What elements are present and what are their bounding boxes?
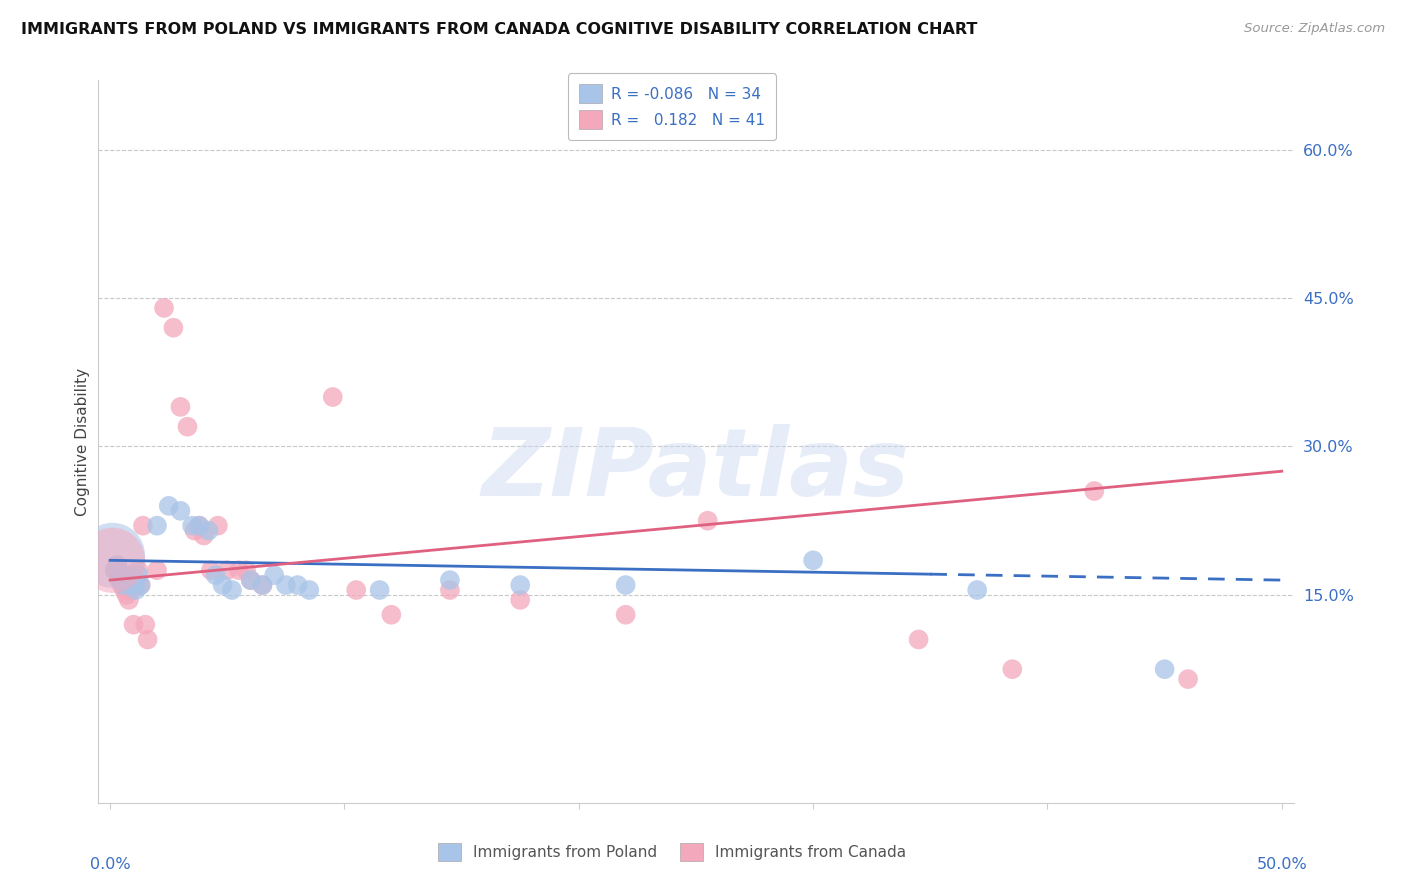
Point bbox=[181, 518, 204, 533]
Point bbox=[122, 617, 145, 632]
Point bbox=[127, 563, 149, 577]
Point bbox=[252, 578, 274, 592]
Point bbox=[380, 607, 402, 622]
Point bbox=[263, 568, 285, 582]
Point bbox=[197, 524, 219, 538]
Legend: Immigrants from Poland, Immigrants from Canada: Immigrants from Poland, Immigrants from … bbox=[432, 837, 912, 867]
Point bbox=[322, 390, 344, 404]
Point bbox=[207, 518, 229, 533]
Point bbox=[211, 578, 233, 592]
Text: Source: ZipAtlas.com: Source: ZipAtlas.com bbox=[1244, 22, 1385, 36]
Point bbox=[183, 524, 205, 538]
Point bbox=[1177, 672, 1199, 686]
Point bbox=[204, 568, 226, 582]
Point bbox=[188, 518, 211, 533]
Point bbox=[239, 573, 262, 587]
Point bbox=[368, 582, 391, 597]
Text: ZIPatlas: ZIPatlas bbox=[482, 425, 910, 516]
Point bbox=[509, 593, 531, 607]
Point bbox=[696, 514, 718, 528]
Point bbox=[108, 573, 131, 587]
Point bbox=[439, 573, 461, 587]
Point bbox=[176, 419, 198, 434]
Point bbox=[1001, 662, 1024, 676]
Text: 50.0%: 50.0% bbox=[1257, 857, 1308, 872]
Point bbox=[129, 578, 152, 592]
Point bbox=[101, 553, 124, 567]
Point bbox=[298, 582, 321, 597]
Point bbox=[439, 582, 461, 597]
Point bbox=[1153, 662, 1175, 676]
Point bbox=[235, 563, 257, 577]
Point bbox=[146, 518, 169, 533]
Point bbox=[157, 499, 180, 513]
Point bbox=[120, 582, 142, 597]
Text: 0.0%: 0.0% bbox=[90, 857, 131, 872]
Point bbox=[252, 578, 274, 592]
Point bbox=[169, 400, 191, 414]
Point bbox=[104, 563, 127, 577]
Point bbox=[153, 301, 176, 315]
Point bbox=[118, 568, 141, 582]
Point bbox=[101, 549, 124, 563]
Point bbox=[112, 578, 135, 592]
Point bbox=[146, 563, 169, 577]
Point bbox=[228, 563, 250, 577]
Point bbox=[104, 563, 127, 577]
Point bbox=[105, 558, 128, 573]
Point bbox=[129, 578, 152, 592]
Point bbox=[287, 578, 309, 592]
Point bbox=[132, 518, 155, 533]
Point bbox=[112, 582, 135, 597]
Point bbox=[239, 573, 262, 587]
Point bbox=[966, 582, 988, 597]
Point bbox=[115, 588, 138, 602]
Point bbox=[614, 607, 637, 622]
Point bbox=[125, 573, 148, 587]
Point bbox=[108, 573, 131, 587]
Point bbox=[111, 568, 134, 582]
Text: IMMIGRANTS FROM POLAND VS IMMIGRANTS FROM CANADA COGNITIVE DISABILITY CORRELATIO: IMMIGRANTS FROM POLAND VS IMMIGRANTS FRO… bbox=[21, 22, 977, 37]
Point bbox=[1083, 483, 1105, 498]
Point bbox=[134, 617, 156, 632]
Point bbox=[614, 578, 637, 592]
Point bbox=[274, 578, 297, 592]
Point bbox=[344, 582, 367, 597]
Point bbox=[907, 632, 929, 647]
Point bbox=[105, 558, 128, 573]
Point bbox=[136, 632, 159, 647]
Point bbox=[509, 578, 531, 592]
Point bbox=[120, 578, 142, 592]
Point bbox=[217, 563, 239, 577]
Point bbox=[122, 573, 145, 587]
Point bbox=[127, 568, 149, 582]
Point bbox=[118, 593, 141, 607]
Point bbox=[801, 553, 824, 567]
Point bbox=[200, 563, 222, 577]
Point bbox=[169, 504, 191, 518]
Point bbox=[111, 578, 134, 592]
Point bbox=[162, 320, 184, 334]
Point bbox=[125, 582, 148, 597]
Y-axis label: Cognitive Disability: Cognitive Disability bbox=[75, 368, 90, 516]
Point bbox=[221, 582, 243, 597]
Point bbox=[115, 573, 138, 587]
Point bbox=[193, 528, 215, 542]
Point bbox=[188, 518, 211, 533]
